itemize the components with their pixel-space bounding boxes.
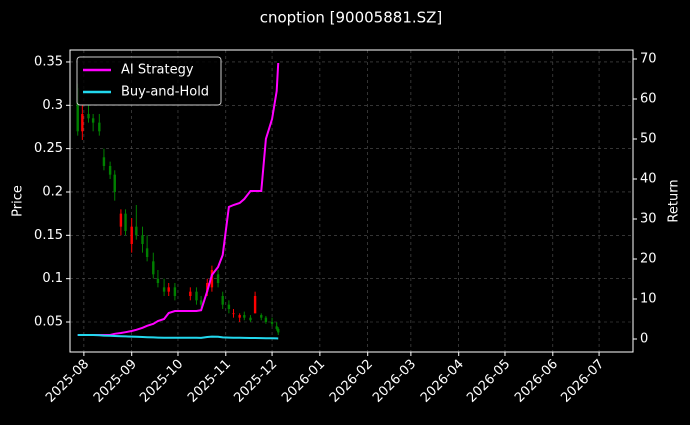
y-tick-label: 0.15	[34, 228, 63, 243]
y-tick-label: 0.1	[42, 271, 63, 286]
candle-body	[173, 287, 177, 297]
candle-body	[124, 213, 127, 231]
candle-body	[206, 283, 209, 292]
candle-body	[135, 226, 138, 236]
y-tick-label: 0.25	[34, 141, 63, 156]
candle-body	[260, 315, 263, 318]
y2-tick-label: 40	[640, 172, 657, 187]
candle-body	[81, 113, 84, 132]
y2-tick-label: 50	[640, 132, 657, 147]
candle-body	[108, 165, 112, 175]
candle-body	[249, 317, 252, 321]
candle-body	[275, 326, 278, 329]
candle-body	[130, 226, 133, 244]
candle-body	[145, 248, 149, 257]
y2-tick-label: 30	[640, 212, 657, 227]
plot-frame	[69, 49, 634, 353]
y-axis-label: Price	[11, 185, 26, 217]
candle-body	[195, 291, 198, 301]
candle-body	[156, 278, 160, 284]
y-tick-label: 0.2	[42, 184, 63, 199]
candle-body	[216, 274, 220, 284]
candle-body	[87, 113, 90, 119]
y2-tick-label: 0	[640, 332, 648, 347]
candle-body	[232, 313, 235, 315]
candle-body	[243, 315, 246, 318]
candle-body	[270, 322, 274, 324]
candle-body	[119, 213, 123, 227]
candle-body	[277, 328, 280, 333]
y2-axis-label: Return	[667, 179, 682, 222]
candle-body	[253, 296, 257, 314]
y-tick-label: 0.35	[34, 54, 63, 69]
candle-body	[167, 287, 170, 292]
series-line	[77, 334, 279, 340]
candle-body	[210, 269, 214, 288]
legend-box	[76, 56, 222, 106]
candle-body	[227, 304, 231, 310]
y-tick-label: 0.05	[34, 315, 63, 330]
candle-body	[76, 87, 79, 132]
candle-body	[102, 157, 106, 166]
candle-body	[189, 291, 192, 297]
candle-body	[152, 261, 155, 275]
candle-body	[113, 174, 116, 192]
candle-body	[238, 315, 241, 318]
candle-body	[264, 317, 268, 323]
candle-body	[199, 300, 203, 305]
legend-label: Buy-and-Hold	[121, 85, 209, 100]
candle-body	[141, 235, 144, 244]
candle-body	[221, 296, 224, 305]
candle-body	[162, 287, 166, 292]
y2-tick-label: 60	[640, 92, 657, 107]
y-tick-label: 0.3	[42, 98, 63, 113]
chart-title: cnoption [90005881.SZ]	[260, 9, 443, 27]
y2-tick-label: 70	[640, 52, 657, 67]
y2-tick-label: 10	[640, 292, 657, 307]
legend-label: AI Strategy	[121, 63, 194, 78]
candle-body	[91, 118, 95, 123]
candle-body	[98, 122, 101, 132]
y2-tick-label: 20	[640, 252, 657, 267]
